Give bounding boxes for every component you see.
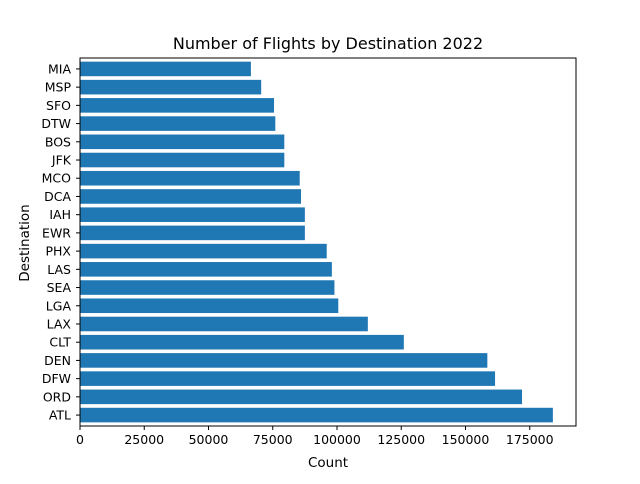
y-tick-label: IAH <box>49 207 71 222</box>
chart-title: Number of Flights by Destination 2022 <box>173 34 483 53</box>
bar-mia <box>80 61 251 77</box>
bar-iah <box>80 207 305 222</box>
bar-mco <box>80 170 300 186</box>
bar-den <box>80 353 488 368</box>
bar-sfo <box>80 98 275 113</box>
x-tick-label: 0 <box>76 432 84 447</box>
bar-jfk <box>80 152 285 168</box>
bars <box>80 61 553 423</box>
y-tick-label: DFW <box>42 371 71 386</box>
y-tick-label: MCO <box>42 171 72 186</box>
y-tick-label: JFK <box>51 153 72 168</box>
y-axis-label: Destination <box>17 204 33 281</box>
bar-dca <box>80 189 302 204</box>
bar-bos <box>80 134 285 150</box>
y-tick-label: DCA <box>44 189 71 204</box>
y-tick-label: DEN <box>44 353 71 368</box>
x-tick-label: 150000 <box>442 432 490 447</box>
y-tick-label: BOS <box>45 134 71 149</box>
bar-las <box>80 262 332 277</box>
x-tick-label: 25000 <box>124 432 164 447</box>
x-tick-label: 50000 <box>189 432 229 447</box>
y-tick-label: MSP <box>45 80 72 95</box>
y-tick-label: SEA <box>47 280 72 295</box>
y-tick-label: CLT <box>49 335 71 350</box>
y-tick-label: PHX <box>45 244 71 259</box>
y-tick-label: LAX <box>47 316 72 331</box>
y-axis-ticks: ATL ORD DFW DEN CLT LAX LGA SEA LAS PHX EWR IAH DCA M… <box>41 61 80 423</box>
bar-dtw <box>80 116 276 131</box>
bar-sea <box>80 280 335 295</box>
y-tick-label: LGA <box>46 298 72 313</box>
bar-ord <box>80 389 523 405</box>
x-tick-label: 125000 <box>377 432 425 447</box>
y-tick-label: ORD <box>43 389 71 404</box>
y-tick-label: EWR <box>42 225 71 240</box>
y-tick-label: DTW <box>41 116 71 131</box>
bar-lga <box>80 298 339 314</box>
x-axis-label: Count <box>308 455 348 471</box>
bar-phx <box>80 243 327 259</box>
bar-msp <box>80 79 262 95</box>
x-axis-ticks: 0 25000 50000 75000 100000 125000 150000 175000 <box>76 426 554 447</box>
y-tick-label: LAS <box>47 262 71 277</box>
x-tick-label: 175000 <box>506 432 554 447</box>
plot-frame <box>79 57 577 427</box>
bar-atl <box>80 407 553 423</box>
bar-clt <box>80 334 404 350</box>
x-tick-label: 100000 <box>313 432 361 447</box>
y-tick-label: ATL <box>49 408 71 423</box>
y-tick-label: SFO <box>46 98 71 113</box>
x-tick-label: 75000 <box>253 432 293 447</box>
bar-dfw <box>80 371 496 386</box>
bar-ewr <box>80 225 305 241</box>
bar-lax <box>80 316 368 332</box>
y-tick-label: MIA <box>48 61 71 76</box>
